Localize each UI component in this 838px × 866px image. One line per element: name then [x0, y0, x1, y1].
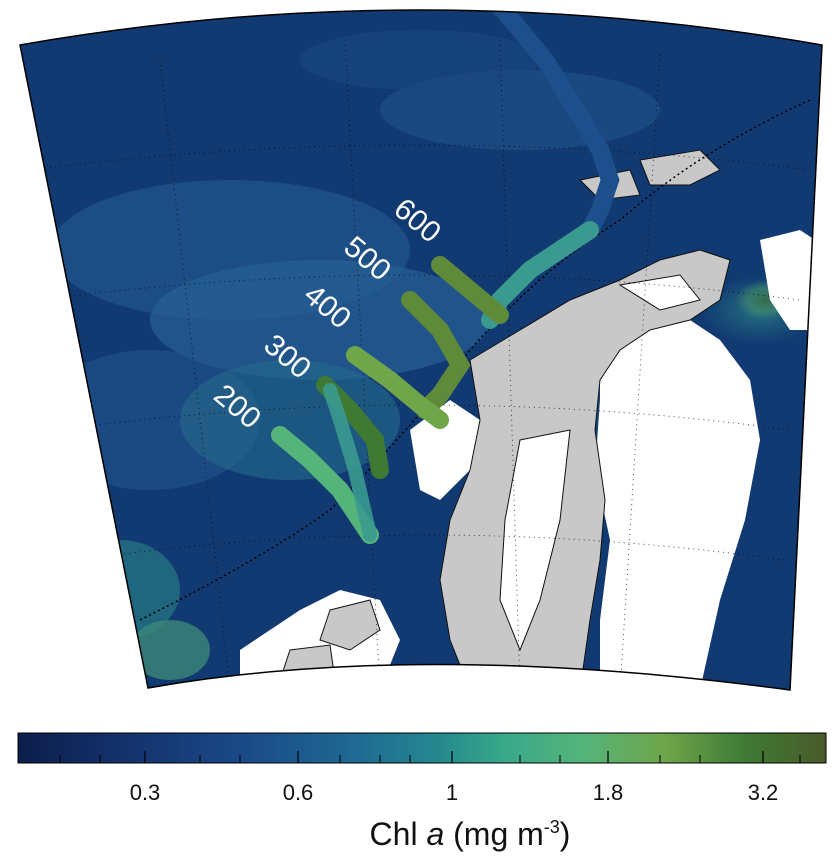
colorbar-minor-ticks	[59, 755, 801, 763]
shelf-break-contour	[139, 99, 811, 621]
colorbar: 0.3 0.6 1 1.8 3.2 Chl a (mg m-3)	[17, 732, 827, 852]
colorbar-major-ticks	[144, 751, 764, 763]
colorbar-tick-0: 0.3	[130, 780, 161, 805]
colorbar-tick-2: 1	[446, 780, 458, 805]
colorbar-tick-3: 1.8	[593, 780, 624, 805]
map-panel: 200 300 400 500 600	[20, 10, 822, 690]
colorbar-title-exp: -3	[544, 817, 560, 837]
colorbar-title-var: a	[426, 816, 444, 852]
colorbar-tick-1: 0.6	[283, 780, 314, 805]
colorbar-title: Chl a (mg m-3)	[370, 816, 571, 852]
colorbar-title-units: (mg m	[444, 816, 544, 852]
ship-track	[271, 10, 620, 544]
map-frame	[19, 9, 823, 691]
colorbar-title-prefix: Chl	[370, 816, 427, 852]
colorbar-title-close: )	[560, 816, 571, 852]
colorbar-gradient	[17, 732, 827, 764]
colorbar-tick-4: 3.2	[748, 780, 779, 805]
